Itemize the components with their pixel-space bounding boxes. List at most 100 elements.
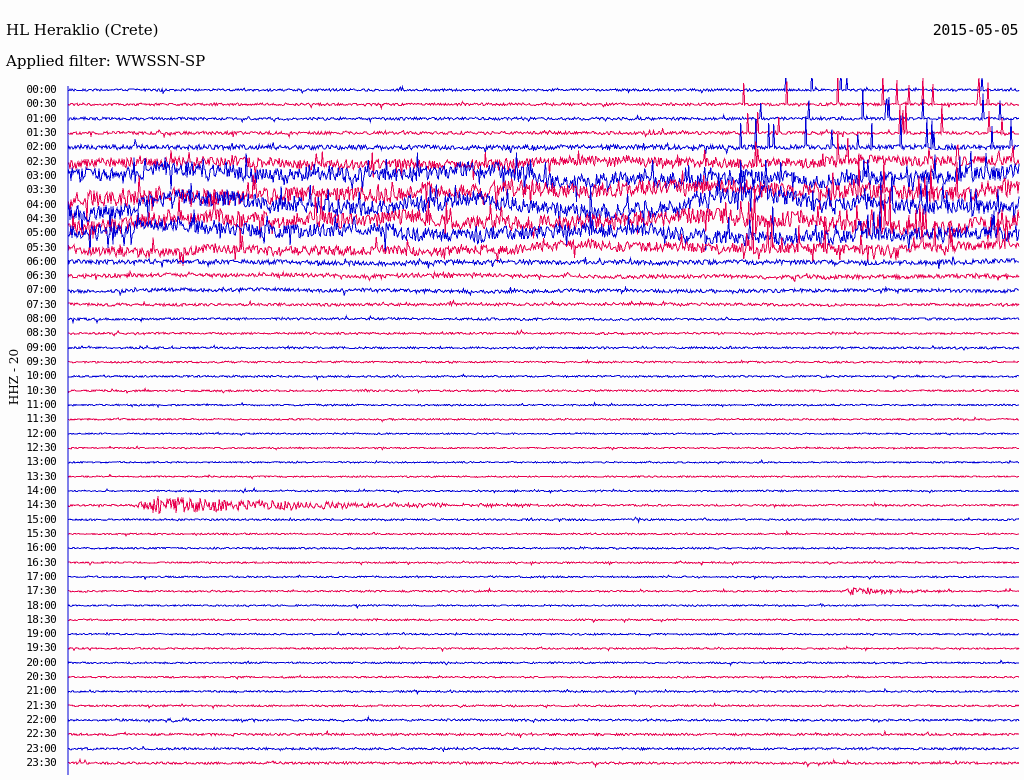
seismogram-trace — [67, 702, 1020, 710]
seismogram-trace — [67, 545, 1020, 551]
time-tick-label: 02:00 — [26, 140, 56, 154]
seismogram-trace — [67, 401, 1020, 409]
seismogram-trace — [67, 285, 1020, 297]
time-tick-label: 17:30 — [26, 584, 56, 598]
time-tick-label: 22:30 — [26, 727, 56, 741]
time-tick-label: 01:00 — [26, 111, 56, 125]
seismogram-trace — [67, 559, 1019, 567]
time-tick-label: 19:30 — [26, 641, 56, 655]
seismogram-trace — [68, 745, 1020, 753]
time-tick-label: 03:00 — [26, 168, 56, 182]
seismogram-trace — [67, 487, 1020, 494]
time-tick-label: 02:30 — [26, 154, 56, 168]
time-tick-label: 07:00 — [26, 283, 56, 297]
time-tick-label: 14:00 — [26, 483, 56, 497]
time-tick-label: 00:30 — [26, 97, 56, 111]
time-tick-label: 13:30 — [26, 469, 56, 483]
time-tick-label: 09:00 — [26, 340, 56, 354]
time-tick-label: 20:30 — [26, 670, 56, 684]
time-tick-label: 16:00 — [26, 541, 56, 555]
seismogram-trace — [67, 269, 1020, 283]
time-tick-label: 17:00 — [26, 569, 56, 583]
seismogram-trace — [67, 387, 1020, 395]
seismogram-trace — [67, 445, 1020, 451]
time-tick-label: 10:30 — [26, 383, 56, 397]
time-tick-label: 21:00 — [26, 684, 56, 698]
seismogram-trace — [67, 617, 1020, 624]
seismogram-trace — [67, 206, 1020, 254]
seismogram-trace — [67, 212, 1020, 267]
seismogram-trace — [67, 150, 1020, 202]
time-tick-label: 16:30 — [26, 555, 56, 569]
seismogram-trace — [67, 373, 1020, 381]
seismogram-trace — [67, 358, 1020, 365]
time-tick-label: 18:30 — [26, 612, 56, 626]
seismogram-trace — [67, 431, 1020, 437]
seismogram-trace — [67, 256, 1020, 270]
seismogram-trace — [67, 159, 1020, 235]
time-tick-label: 05:30 — [26, 240, 56, 254]
seismogram-trace — [67, 496, 1020, 514]
time-tick-label: 18:00 — [26, 598, 56, 612]
seismogram-trace — [67, 645, 1020, 653]
time-tick-label: 03:30 — [26, 183, 56, 197]
time-tick-label: 05:00 — [26, 226, 56, 240]
seismogram-trace — [67, 674, 1020, 680]
seismogram-trace — [67, 473, 1020, 480]
seismogram-trace — [67, 529, 1020, 538]
seismogram-trace — [67, 574, 1020, 581]
time-tick-label: 04:00 — [26, 197, 56, 211]
seismogram-trace — [67, 630, 1020, 637]
time-tick-label: 12:00 — [26, 426, 56, 440]
time-tick-label: 15:30 — [26, 526, 56, 540]
time-tick-label: 08:30 — [26, 326, 56, 340]
time-tick-label: 01:30 — [26, 125, 56, 139]
time-tick-label: 15:00 — [26, 512, 56, 526]
seismogram-trace — [67, 132, 1020, 181]
time-tick-label: 21:30 — [26, 698, 56, 712]
time-tick-label: 11:00 — [26, 398, 56, 412]
time-tick-label: 14:30 — [26, 498, 56, 512]
time-tick-label: 19:00 — [26, 627, 56, 641]
seismogram-trace — [67, 659, 1020, 667]
seismogram-trace — [67, 458, 1020, 465]
seismogram-trace — [67, 78, 1020, 111]
date-label: 2015-05-05 — [932, 21, 1019, 39]
seismogram-trace — [68, 299, 1020, 308]
station-name: HL Heraklio (Crete) — [6, 21, 159, 39]
seismogram-trace — [67, 78, 1020, 95]
seismogram-trace — [67, 715, 1020, 724]
seismogram-trace — [67, 516, 1020, 524]
seismogram-trace — [67, 688, 1020, 696]
time-tick-label: 06:30 — [26, 269, 56, 283]
seismogram-trace — [67, 602, 1020, 610]
seismogram-trace — [67, 115, 1020, 155]
time-axis: 00:00 00:30 01:00 01:30 02:00 02:30 03:00 03:30… — [0, 80, 66, 780]
time-tick-label: 10:00 — [26, 369, 56, 383]
time-tick-label: 23:30 — [26, 756, 56, 770]
seismogram-trace — [67, 101, 1019, 139]
time-tick-label: 09:30 — [26, 355, 56, 369]
seismogram-trace — [68, 329, 1020, 337]
time-tick-label: 13:00 — [26, 455, 56, 469]
seismogram-trace — [67, 185, 1020, 245]
time-tick-label: 07:30 — [26, 297, 56, 311]
seismogram-trace — [68, 729, 1020, 739]
time-tick-label: 22:00 — [26, 713, 56, 727]
seismogram-trace — [67, 88, 1020, 124]
time-tick-label: 20:00 — [26, 655, 56, 669]
seismogram-trace — [67, 314, 1020, 325]
time-tick-label: 04:30 — [26, 211, 56, 225]
time-tick-label: 11:30 — [26, 412, 56, 426]
time-tick-label: 06:00 — [26, 254, 56, 268]
time-tick-label: 08:00 — [26, 312, 56, 326]
applied-filter-label: Applied filter: WWSSN-SP — [6, 52, 206, 70]
seismogram-trace — [67, 757, 1020, 769]
time-tick-label: 23:00 — [26, 741, 56, 755]
time-tick-label: 00:00 — [26, 83, 56, 96]
seismogram-trace — [67, 586, 1020, 596]
time-tick-label: 12:30 — [26, 441, 56, 454]
